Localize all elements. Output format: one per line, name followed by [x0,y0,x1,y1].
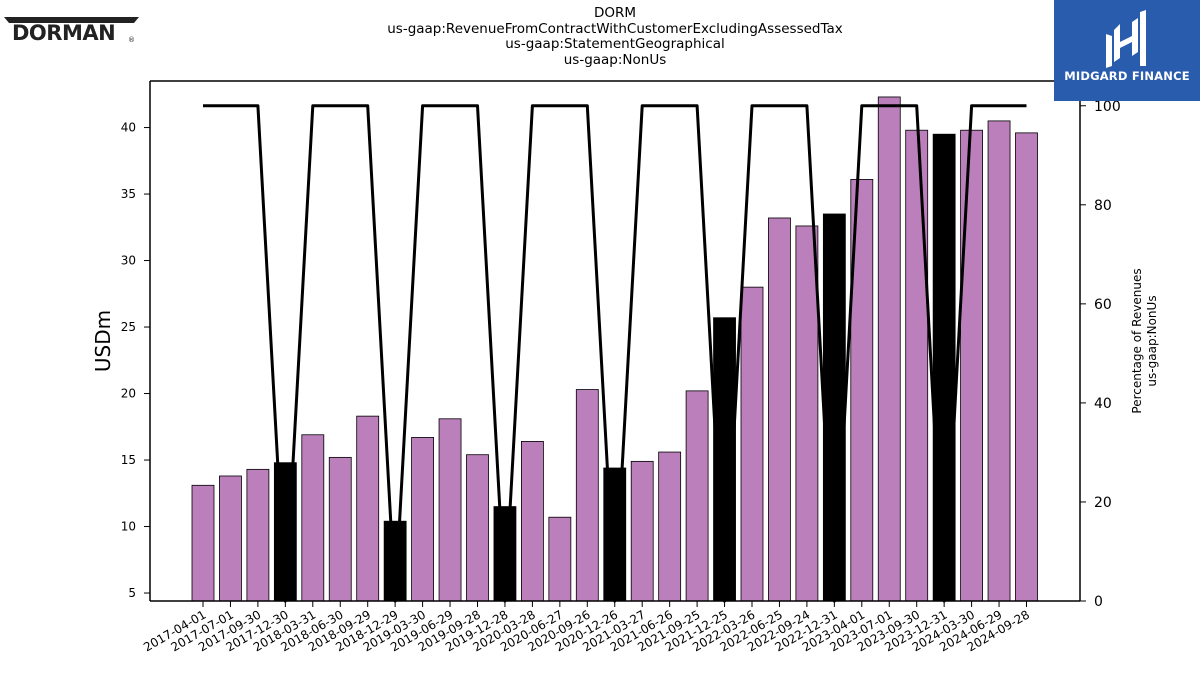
dorman-logo: DORMAN ® [4,12,144,45]
bar [740,286,764,602]
bar [1015,132,1038,602]
y2-tick-label: 20 [1094,495,1112,511]
bar [630,460,654,602]
bar [905,129,929,602]
y-tick-label: 40 [121,121,136,135]
bar [521,441,544,602]
bar [960,129,983,602]
chart-title-concept: us-gaap:RevenueFromContractWithCustomerE… [387,20,843,37]
bar [877,96,901,602]
y2-tick-labels: 0 20 40 60 80 100 [1080,99,1121,610]
y2-axis-label-line-1: Percentage of Revenues [1130,268,1144,413]
y-tick-label: 25 [121,320,136,334]
y2-tick-label: 40 [1094,396,1112,412]
bar [658,451,682,602]
svg-text:®: ® [128,36,135,44]
bar [548,516,572,602]
bar [932,133,956,602]
dorman-logo-text: DORMAN [12,21,115,44]
bar [768,217,791,602]
y-tick-label: 20 [121,387,136,401]
bar [219,475,242,602]
chart-title-member: us-gaap:NonUs [563,51,667,68]
bar [356,415,380,602]
bar [575,389,599,602]
y-tick-label: 30 [121,254,136,268]
y-tick-label: 10 [121,520,136,534]
y2-axis-label-line-2: us-gaap:NonUs [1145,295,1159,386]
y-axis-label: USDm [91,310,115,372]
chart-title-ticker: DORM [593,5,637,21]
midgard-logo-icon [1106,10,1146,68]
y-tick-label: 5 [128,586,136,600]
bar [411,437,435,602]
x-tick-labels: 2017-04-012017-07-012017-09-302017-12-30… [141,601,1032,654]
bar [301,434,325,602]
midgard-finance-text: MIDGARD FINANCE [1064,69,1190,83]
chart-title-axis: us-gaap:StatementGeographical [505,36,725,52]
bar [685,390,709,602]
y2-tick-label: 100 [1094,99,1121,115]
bar [246,468,270,602]
chart-title-block: DORM us-gaap:RevenueFromContractWithCust… [315,5,915,68]
y2-axis-label: Percentage of Revenues us-gaap:NonUs [1130,268,1159,413]
y-tick-labels: 5 10 15 20 25 30 35 40 [121,121,150,600]
bar [987,120,1011,602]
bar [822,213,846,602]
y-tick-label: 15 [121,453,136,467]
y2-tick-label: 80 [1094,198,1112,214]
bar [191,484,215,602]
bar-series [191,96,1038,602]
midgard-finance-badge: MIDGARD FINANCE [1054,0,1200,101]
bar [466,454,489,602]
y2-tick-label: 0 [1094,594,1103,610]
y-tick-label: 35 [121,187,136,201]
bar [438,418,462,602]
bar [795,225,819,602]
bar [328,456,352,602]
y2-tick-label: 60 [1094,297,1112,313]
